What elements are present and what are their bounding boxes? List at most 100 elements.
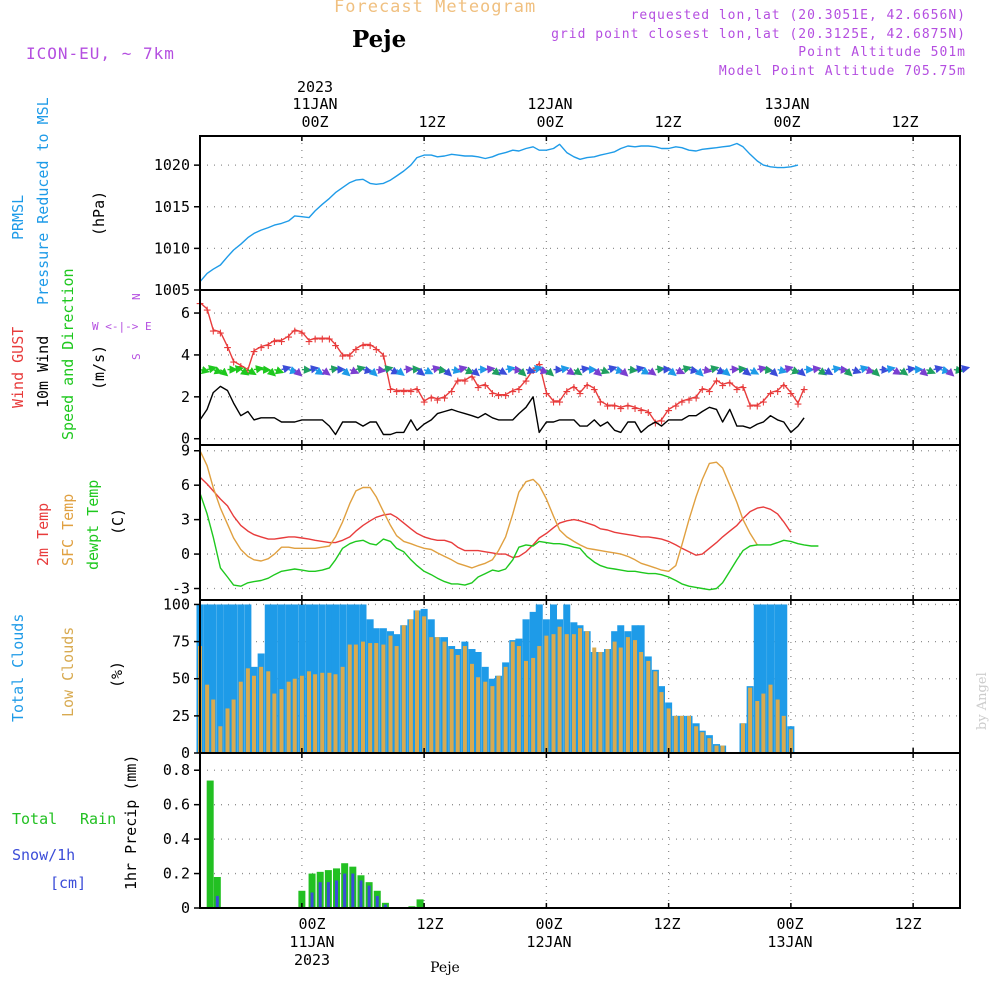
rain-bar: [206, 780, 214, 908]
gust-marker: +: [855, 0, 863, 4]
info-point-altitude: Point Altitude 501m: [798, 45, 966, 60]
total-cloud-bar: [237, 604, 245, 753]
gust-marker: +: [270, 334, 278, 349]
gust-marker: +: [909, 0, 917, 4]
label-celsius: (C): [109, 508, 127, 535]
gust-marker: +: [889, 0, 897, 4]
wind-direction-arrow: [525, 366, 536, 375]
wind-direction-arrow: [470, 367, 480, 377]
gust-marker: +: [800, 382, 808, 397]
wind-direction-arrow: [607, 365, 618, 374]
wind-direction-arrow: [341, 367, 351, 377]
cloud-labels: Total Clouds Low Clouds (%): [9, 614, 126, 722]
y-tick-label: 0: [181, 545, 190, 563]
gust-marker: +: [821, 0, 829, 4]
bottom-label-12z-b: 12Z: [653, 915, 680, 933]
y-tick-label: 100: [163, 595, 190, 613]
pressure-line: [199, 142, 799, 283]
label-low-clouds: Low Clouds: [59, 627, 77, 717]
label-cm: [cm]: [50, 874, 86, 892]
wind-direction-arrow: [573, 367, 583, 376]
wind-direction-arrow: [593, 367, 603, 377]
total-cloud-bar: [278, 604, 286, 753]
low-cloud-bar: [340, 666, 345, 753]
gust-marker: +: [780, 378, 788, 393]
wind-direction-arrow: [823, 367, 834, 376]
gust-marker: +: [366, 338, 374, 353]
y-tick-label: 0.2: [163, 865, 190, 883]
low-cloud-bar: [510, 641, 515, 753]
gust-marker: +: [583, 378, 591, 393]
gust-marker: +: [433, 393, 441, 408]
gust-marker: +: [563, 385, 571, 400]
total-cloud-bar: [230, 604, 238, 753]
gust-marker: +: [216, 326, 224, 341]
y-tick-label: 0.6: [163, 796, 190, 814]
gust-marker: +: [257, 341, 265, 356]
label-total-clouds: Total Clouds: [9, 614, 27, 722]
wind-direction-arrow: [274, 366, 285, 375]
top-time-axis: 2023 11JAN 00Z 12Z 12JAN 00Z 12Z 13JAN 0…: [292, 78, 918, 131]
data-layer: + ++ +++ + ++ + ++ + ++ +++ + +++ ++ + ++ +++ + +++ ++ + ++ +…: [196, 0, 971, 908]
low-cloud-bar: [768, 684, 773, 753]
gust-marker: +: [611, 399, 619, 414]
top-label-00z-c: 00Z: [773, 113, 800, 131]
wind-direction-arrow: [329, 365, 340, 374]
low-cloud-bar: [205, 684, 210, 753]
gust-marker: +: [393, 385, 401, 400]
wind-direction-arrow: [505, 365, 516, 374]
info-requested: requested lon,lat (20.3051E, 42.6656N): [630, 8, 966, 23]
gust-marker: +: [427, 391, 435, 406]
y-tick-label: 0.4: [163, 830, 190, 848]
low-cloud-bar: [666, 708, 671, 753]
wind-direction-arrow: [769, 367, 779, 377]
low-cloud-bar: [408, 619, 413, 753]
label-prmsl: PRMSL: [9, 195, 27, 240]
gust-marker: +: [461, 374, 469, 389]
gust-marker: +: [454, 374, 462, 389]
gust-marker: +: [420, 395, 428, 410]
bottom-label-12jan: 12JAN: [526, 933, 571, 951]
gust-marker: +: [285, 330, 293, 345]
low-cloud-bar: [401, 625, 406, 753]
station-name: Peje: [352, 26, 407, 53]
label-2m-temp: 2m Temp: [34, 503, 52, 566]
low-cloud-bar: [218, 726, 223, 753]
total-cloud-bar: [203, 604, 211, 753]
wind-direction-arrow: [919, 367, 929, 377]
low-cloud-bar: [755, 701, 760, 753]
low-cloud-bar: [422, 616, 427, 753]
y-tick-label: 6: [181, 304, 190, 322]
wind-direction-arrow: [945, 367, 955, 377]
gust-marker: +: [882, 0, 890, 4]
gust-marker: +: [488, 387, 496, 402]
low-cloud-bar: [551, 634, 556, 753]
gust-marker: +: [848, 0, 856, 4]
dewpoint-line: [199, 492, 819, 591]
low-cloud-bar: [286, 681, 291, 753]
top-label-00z-a: 00Z: [301, 113, 328, 131]
low-cloud-bar: [592, 647, 597, 753]
wind-direction-arrow: [757, 365, 768, 374]
wind-direction-arrow: [634, 365, 646, 374]
label-pressure-msl: Pressure Reduced to MSL: [34, 97, 52, 305]
gust-marker: +: [835, 0, 843, 4]
gust-marker: +: [672, 399, 680, 414]
gust-marker: +: [250, 345, 258, 360]
axes-layer: 10051010101510200246-30369025507510000.2…: [154, 135, 961, 917]
gust-marker: +: [576, 387, 584, 402]
gust-marker: +: [943, 0, 951, 4]
low-cloud-bar: [571, 634, 576, 753]
low-cloud-bar: [687, 715, 692, 753]
low-cloud-bar: [470, 663, 475, 753]
low-cloud-bar: [775, 699, 780, 753]
wind-direction-arrow: [253, 365, 265, 374]
gust-line: [199, 302, 805, 423]
low-cloud-bar: [368, 643, 373, 753]
wind-direction-arrow: [647, 367, 657, 376]
snow-bar: [351, 873, 355, 908]
grid-layer: [200, 136, 960, 909]
label-sfc-temp: SFC Temp: [59, 494, 77, 566]
label-ms: (m/s): [90, 345, 108, 390]
bottom-label-11jan: 11JAN: [289, 933, 334, 951]
